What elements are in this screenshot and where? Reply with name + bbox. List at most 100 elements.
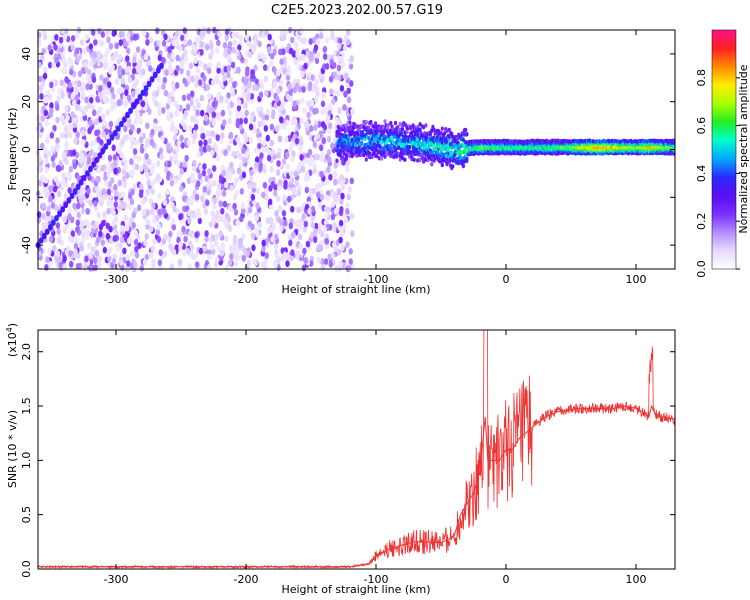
heatmap-cell-2088 — [144, 153, 149, 160]
heatmap-cell-3271 — [440, 162, 444, 168]
heatmap-cell-1676 — [68, 59, 74, 67]
heatmap-cell-1752 — [169, 124, 175, 132]
heatmap-cell-1721 — [237, 99, 242, 106]
heatmap-cell-2001 — [64, 104, 69, 112]
heatmap-cell-2328 — [81, 139, 86, 146]
heatmap-cell-2087 — [63, 132, 69, 139]
heatmap-cell-2384 — [141, 68, 146, 76]
heatmap-cell-1363 — [238, 162, 243, 170]
heatmap-cell-1570 — [326, 54, 331, 62]
heatmap-cell-761 — [209, 48, 215, 56]
heatmap-cell-1758 — [86, 222, 92, 229]
heatmap-cell-1898 — [323, 258, 329, 265]
heatmap-cell-1632 — [96, 211, 101, 219]
heatmap-cell-1410 — [251, 258, 257, 266]
heatmap-cell-2511 — [349, 55, 355, 62]
heatmap-cell-2093 — [326, 166, 331, 174]
heatmap-cell-2055 — [144, 233, 149, 240]
heatmap-cell-1602 — [327, 103, 332, 111]
heatmap-cell-3047 — [403, 157, 407, 162]
heatmap-cell-2456 — [143, 239, 148, 247]
heatmap-cell-342 — [186, 177, 192, 185]
heatmap-cell-2554 — [179, 134, 184, 142]
heatmap-cell-979 — [157, 259, 163, 266]
heatmap-cell-2513 — [102, 188, 107, 196]
colorbar-tick-label: 0.8 — [695, 69, 708, 87]
heatmap-cell-2226 — [309, 99, 315, 106]
heatmap-cell-1364 — [59, 114, 65, 122]
heatmap-cell-1536 — [163, 89, 169, 97]
heatmap-cell-2596 — [316, 191, 321, 199]
heatmap-cell-2380 — [309, 156, 315, 164]
heatmap-cell-2030 — [117, 54, 123, 61]
heatmap-cell-2599 — [125, 224, 130, 232]
heatmap-cell-5 — [109, 105, 115, 112]
heatmap-cell-2347 — [248, 123, 254, 131]
heatmap-cell-1653 — [307, 81, 313, 89]
heatmap-cell-2032 — [177, 259, 183, 266]
heatmap-cell-2517 — [332, 222, 337, 229]
heatmap-cell-2108 — [80, 129, 86, 137]
x-tick-label: 100 — [626, 573, 647, 586]
heatmap-cell-2485 — [261, 146, 266, 153]
heatmap-cell-2502 — [247, 51, 253, 58]
heatmap-cell-2934 — [383, 119, 387, 124]
heatmap-cell-1689 — [282, 67, 288, 75]
heatmap-cell-2306 — [125, 32, 131, 40]
heatmap-cell-2581 — [229, 161, 234, 169]
heatmap-cell-2571 — [255, 230, 260, 238]
heatmap-cell-2333 — [333, 178, 338, 186]
heatmap-cell-2252 — [84, 232, 90, 240]
heatmap-cell-3417 — [464, 127, 468, 133]
y-tick-label: 0.5 — [20, 506, 33, 524]
heatmap-cell-869 — [134, 245, 139, 253]
heatmap-cell-2086 — [61, 178, 66, 186]
heatmap-cell-1854 — [229, 184, 234, 192]
heatmap-cell-1120 — [221, 190, 227, 197]
heatmap-cell-2164 — [303, 121, 309, 128]
heatmap-cell-2527 — [70, 93, 75, 100]
heatmap-cell-965 — [136, 155, 142, 163]
heatmap-cell-2474 — [340, 192, 345, 200]
heatmap-cell-402 — [328, 173, 333, 181]
heatmap-cell-2152 — [216, 39, 221, 47]
heatmap-cell-2444 — [90, 51, 95, 59]
heatmap-cell-2477 — [337, 43, 342, 50]
heatmap-cell-1604 — [66, 127, 72, 135]
heatmap-cell-1010 — [89, 60, 94, 68]
heatmap-cell-3424 — [465, 132, 469, 137]
heatmap-cell-2208 — [322, 225, 327, 233]
heatmap-cell-2559 — [106, 36, 111, 44]
heatmap-cell-1696 — [343, 44, 348, 52]
heatmap-cell-1822 — [123, 214, 129, 222]
heatmap-cell-1504 — [197, 173, 203, 180]
heatmap-cell-790 — [339, 206, 344, 213]
heatmap-cell-1138 — [314, 222, 319, 230]
heatmap-cell-816 — [38, 131, 43, 139]
heatmap-cell-2111 — [326, 149, 332, 157]
heatmap-cell-2494 — [317, 244, 322, 252]
heatmap-cell-1472 — [220, 132, 225, 140]
heatmap-cell-1347 — [168, 230, 173, 238]
heatmap-cell-2518 — [73, 248, 78, 256]
heatmap-cell-2143 — [199, 30, 204, 38]
heatmap-cell-2413 — [207, 253, 212, 261]
heatmap-cell-2590 — [285, 260, 290, 268]
heatmap-cell-2221 — [271, 222, 276, 230]
heatmap-cell-2563 — [97, 39, 103, 47]
heatmap-cell-115 — [133, 118, 138, 126]
heatmap-cell-1629 — [219, 250, 225, 257]
heatmap-cell-357 — [271, 109, 276, 116]
heatmap-cell-2189 — [328, 75, 334, 83]
heatmap-cell-520 — [134, 251, 140, 259]
heatmap-cell-2000 — [235, 112, 240, 119]
heatmap-cell-1991 — [166, 143, 171, 150]
heatmap-cell-63 — [175, 54, 180, 62]
heatmap-cell-2574 — [40, 142, 45, 150]
heatmap-cell-1428 — [317, 72, 323, 79]
heatmap-cell-2337 — [143, 53, 149, 61]
heatmap-cell-2372 — [88, 119, 93, 127]
heatmap-cell-2214 — [134, 163, 140, 171]
heatmap-cell-1445 — [150, 180, 155, 188]
heatmap-cell-1422 — [217, 114, 222, 122]
